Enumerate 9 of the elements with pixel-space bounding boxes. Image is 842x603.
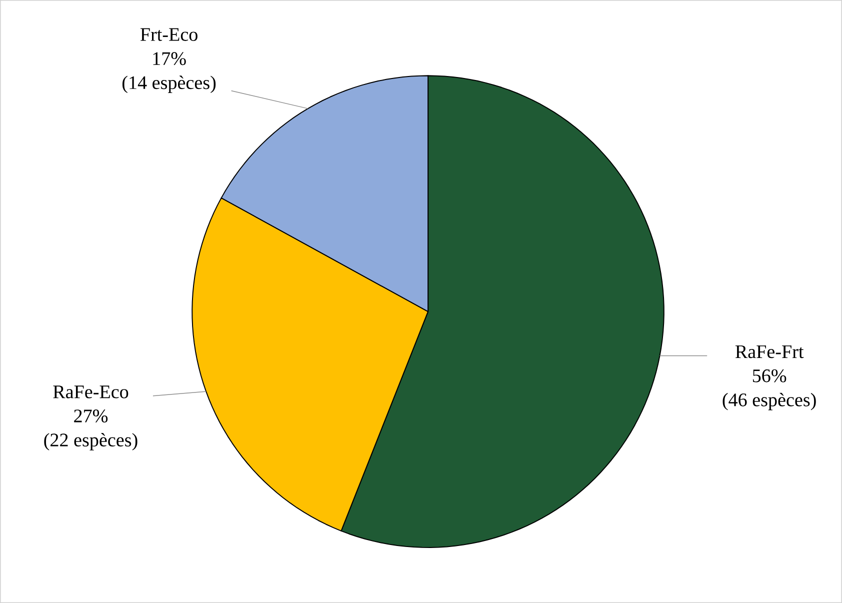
data-label: 27% — [74, 409, 108, 422]
slice-label: Frt-Eco — [140, 28, 198, 41]
data-label: 56% — [752, 369, 786, 382]
slice-label: RaFe-Frt — [735, 345, 804, 358]
slice-label: RaFe-Eco — [53, 386, 128, 398]
data-label: 17% — [153, 52, 186, 66]
text: (14 espèces) — [122, 76, 216, 93]
text: (46 espèces) — [722, 392, 816, 410]
text: (22 espèces) — [44, 432, 138, 450]
